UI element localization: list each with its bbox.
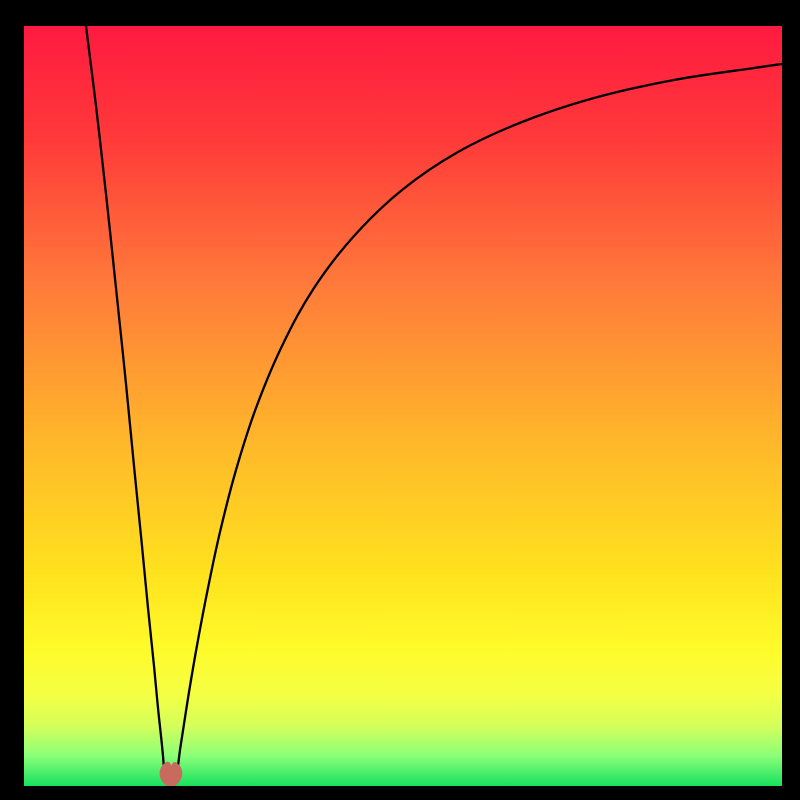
plot-border-bottom bbox=[0, 786, 800, 800]
plot-border-top bbox=[0, 0, 800, 26]
plot-border-left bbox=[0, 0, 24, 800]
curve-left-branch bbox=[86, 26, 165, 776]
valley-marker-icon bbox=[154, 755, 188, 786]
plot-area bbox=[24, 26, 782, 786]
curve-right-branch bbox=[177, 64, 783, 776]
bottleneck-curve bbox=[24, 26, 782, 786]
marker-blob-shape bbox=[160, 762, 183, 786]
plot-border-right bbox=[782, 0, 800, 800]
chart-frame: TheBottleneck.com bbox=[0, 0, 800, 800]
